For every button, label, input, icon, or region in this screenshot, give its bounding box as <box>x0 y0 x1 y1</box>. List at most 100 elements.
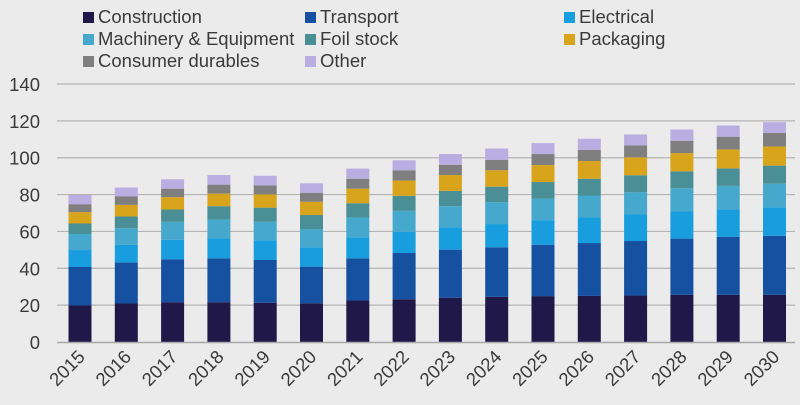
legend-swatch <box>83 33 94 45</box>
bar-segment <box>485 247 509 297</box>
legend-label: Foil stock <box>320 28 399 49</box>
bar-segment <box>577 295 601 342</box>
bar-segment <box>300 201 323 216</box>
bar-segment <box>716 185 740 210</box>
bar-segment <box>716 236 740 295</box>
bar-stack <box>438 154 462 342</box>
bar-stack <box>68 194 92 342</box>
legend-item: Transport <box>305 6 398 28</box>
bar-segment <box>114 262 138 304</box>
legend-item: Electrical <box>564 6 654 28</box>
bar-segment <box>716 125 740 137</box>
x-tick-label: 2023 <box>415 346 459 390</box>
bar-segment <box>763 146 786 166</box>
y-tick-label: 100 <box>9 148 40 169</box>
bar-stack <box>716 125 740 342</box>
bar-segment <box>68 204 92 213</box>
legend-label: Construction <box>98 6 202 27</box>
bar-segment <box>624 134 648 146</box>
bar-segment <box>624 241 648 296</box>
legend-item: Other <box>305 50 366 72</box>
bar-segment <box>485 202 509 225</box>
bar-segment <box>300 266 323 304</box>
bar-segment <box>161 302 185 342</box>
bar-segment <box>161 179 185 189</box>
x-axis-tick-labels: 2015 2016 2017 2018 2019 2020 2021 2022 2023 2024… <box>45 346 783 390</box>
bar-segment <box>300 247 323 267</box>
bar-segment <box>346 258 370 301</box>
bar-segment <box>624 214 648 242</box>
legend-swatch <box>305 33 316 45</box>
bar-segment <box>392 195 416 211</box>
bar-segment <box>670 238 694 295</box>
bar-segment <box>577 195 601 218</box>
legend-label: Other <box>320 50 367 71</box>
bar-segment <box>392 231 416 253</box>
bar-segment <box>207 184 231 194</box>
x-tick-label: 2015 <box>45 346 89 390</box>
bar-segment <box>207 175 231 185</box>
bar-segment <box>716 294 740 342</box>
y-tick-label: 0 <box>30 332 40 353</box>
bar-segment <box>392 252 416 300</box>
bar-segment <box>68 223 92 235</box>
x-tick-label: 2024 <box>462 346 506 390</box>
bar-segment <box>300 229 323 248</box>
legend-label: Packaging <box>579 28 666 49</box>
bar-segment <box>670 129 694 141</box>
legend-swatch <box>305 11 316 23</box>
legend-label: Consumer durables <box>98 50 260 71</box>
bar-segment <box>346 203 370 218</box>
x-tick-label: 2019 <box>230 346 274 390</box>
x-tick-label: 2020 <box>276 346 320 390</box>
chart-legend: Construction Transport Electrical Machinery… <box>0 0 800 72</box>
bar-segment <box>670 140 694 154</box>
bar-segment <box>670 188 694 212</box>
bar-segment <box>346 217 370 238</box>
bar-segment <box>161 188 185 198</box>
bar-segment <box>763 122 786 134</box>
x-tick-label: 2018 <box>184 346 228 390</box>
bar-segment <box>438 164 462 176</box>
bar-segment <box>577 149 601 162</box>
legend-label: Transport <box>320 6 399 27</box>
bar-segment <box>161 239 185 260</box>
bar-stack <box>207 175 231 342</box>
x-tick-label: 2029 <box>693 346 737 390</box>
bar-stack <box>114 187 138 342</box>
bar-segment <box>763 294 786 342</box>
x-tick-label: 2017 <box>137 346 181 390</box>
bar-segment <box>114 303 138 342</box>
bar-segment <box>763 207 786 236</box>
legend-swatch <box>564 11 575 23</box>
bar-stack <box>300 183 323 342</box>
bar-segment <box>114 216 138 229</box>
bar-segment <box>670 171 694 189</box>
bar-segment <box>253 175 277 186</box>
bar-segment <box>392 299 416 342</box>
legend-swatch <box>564 33 575 45</box>
bar-segment <box>68 194 92 205</box>
bar-segment <box>346 178 370 189</box>
bar-segment <box>392 210 416 232</box>
bar-stack <box>346 168 370 342</box>
y-tick-label: 140 <box>9 74 40 95</box>
x-tick-label: 2021 <box>323 346 367 390</box>
legend-label: Machinery & Equipment <box>98 28 295 49</box>
bar-segment <box>624 192 648 215</box>
bar-segment <box>114 187 138 197</box>
bar-segment <box>763 235 786 295</box>
bar-stack <box>531 143 555 342</box>
legend-swatch <box>83 55 94 67</box>
bar-segment <box>161 197 185 210</box>
bar-segment <box>485 224 509 248</box>
bar-stack <box>392 160 416 342</box>
bar-segment <box>577 138 601 150</box>
x-tick-label: 2027 <box>600 346 644 390</box>
bar-segment <box>531 154 555 166</box>
bar-segment <box>161 209 185 222</box>
bar-segment <box>531 220 555 245</box>
bar-segment <box>207 238 231 259</box>
legend-item: Consumer durables <box>83 50 259 72</box>
bar-segment <box>624 145 648 158</box>
